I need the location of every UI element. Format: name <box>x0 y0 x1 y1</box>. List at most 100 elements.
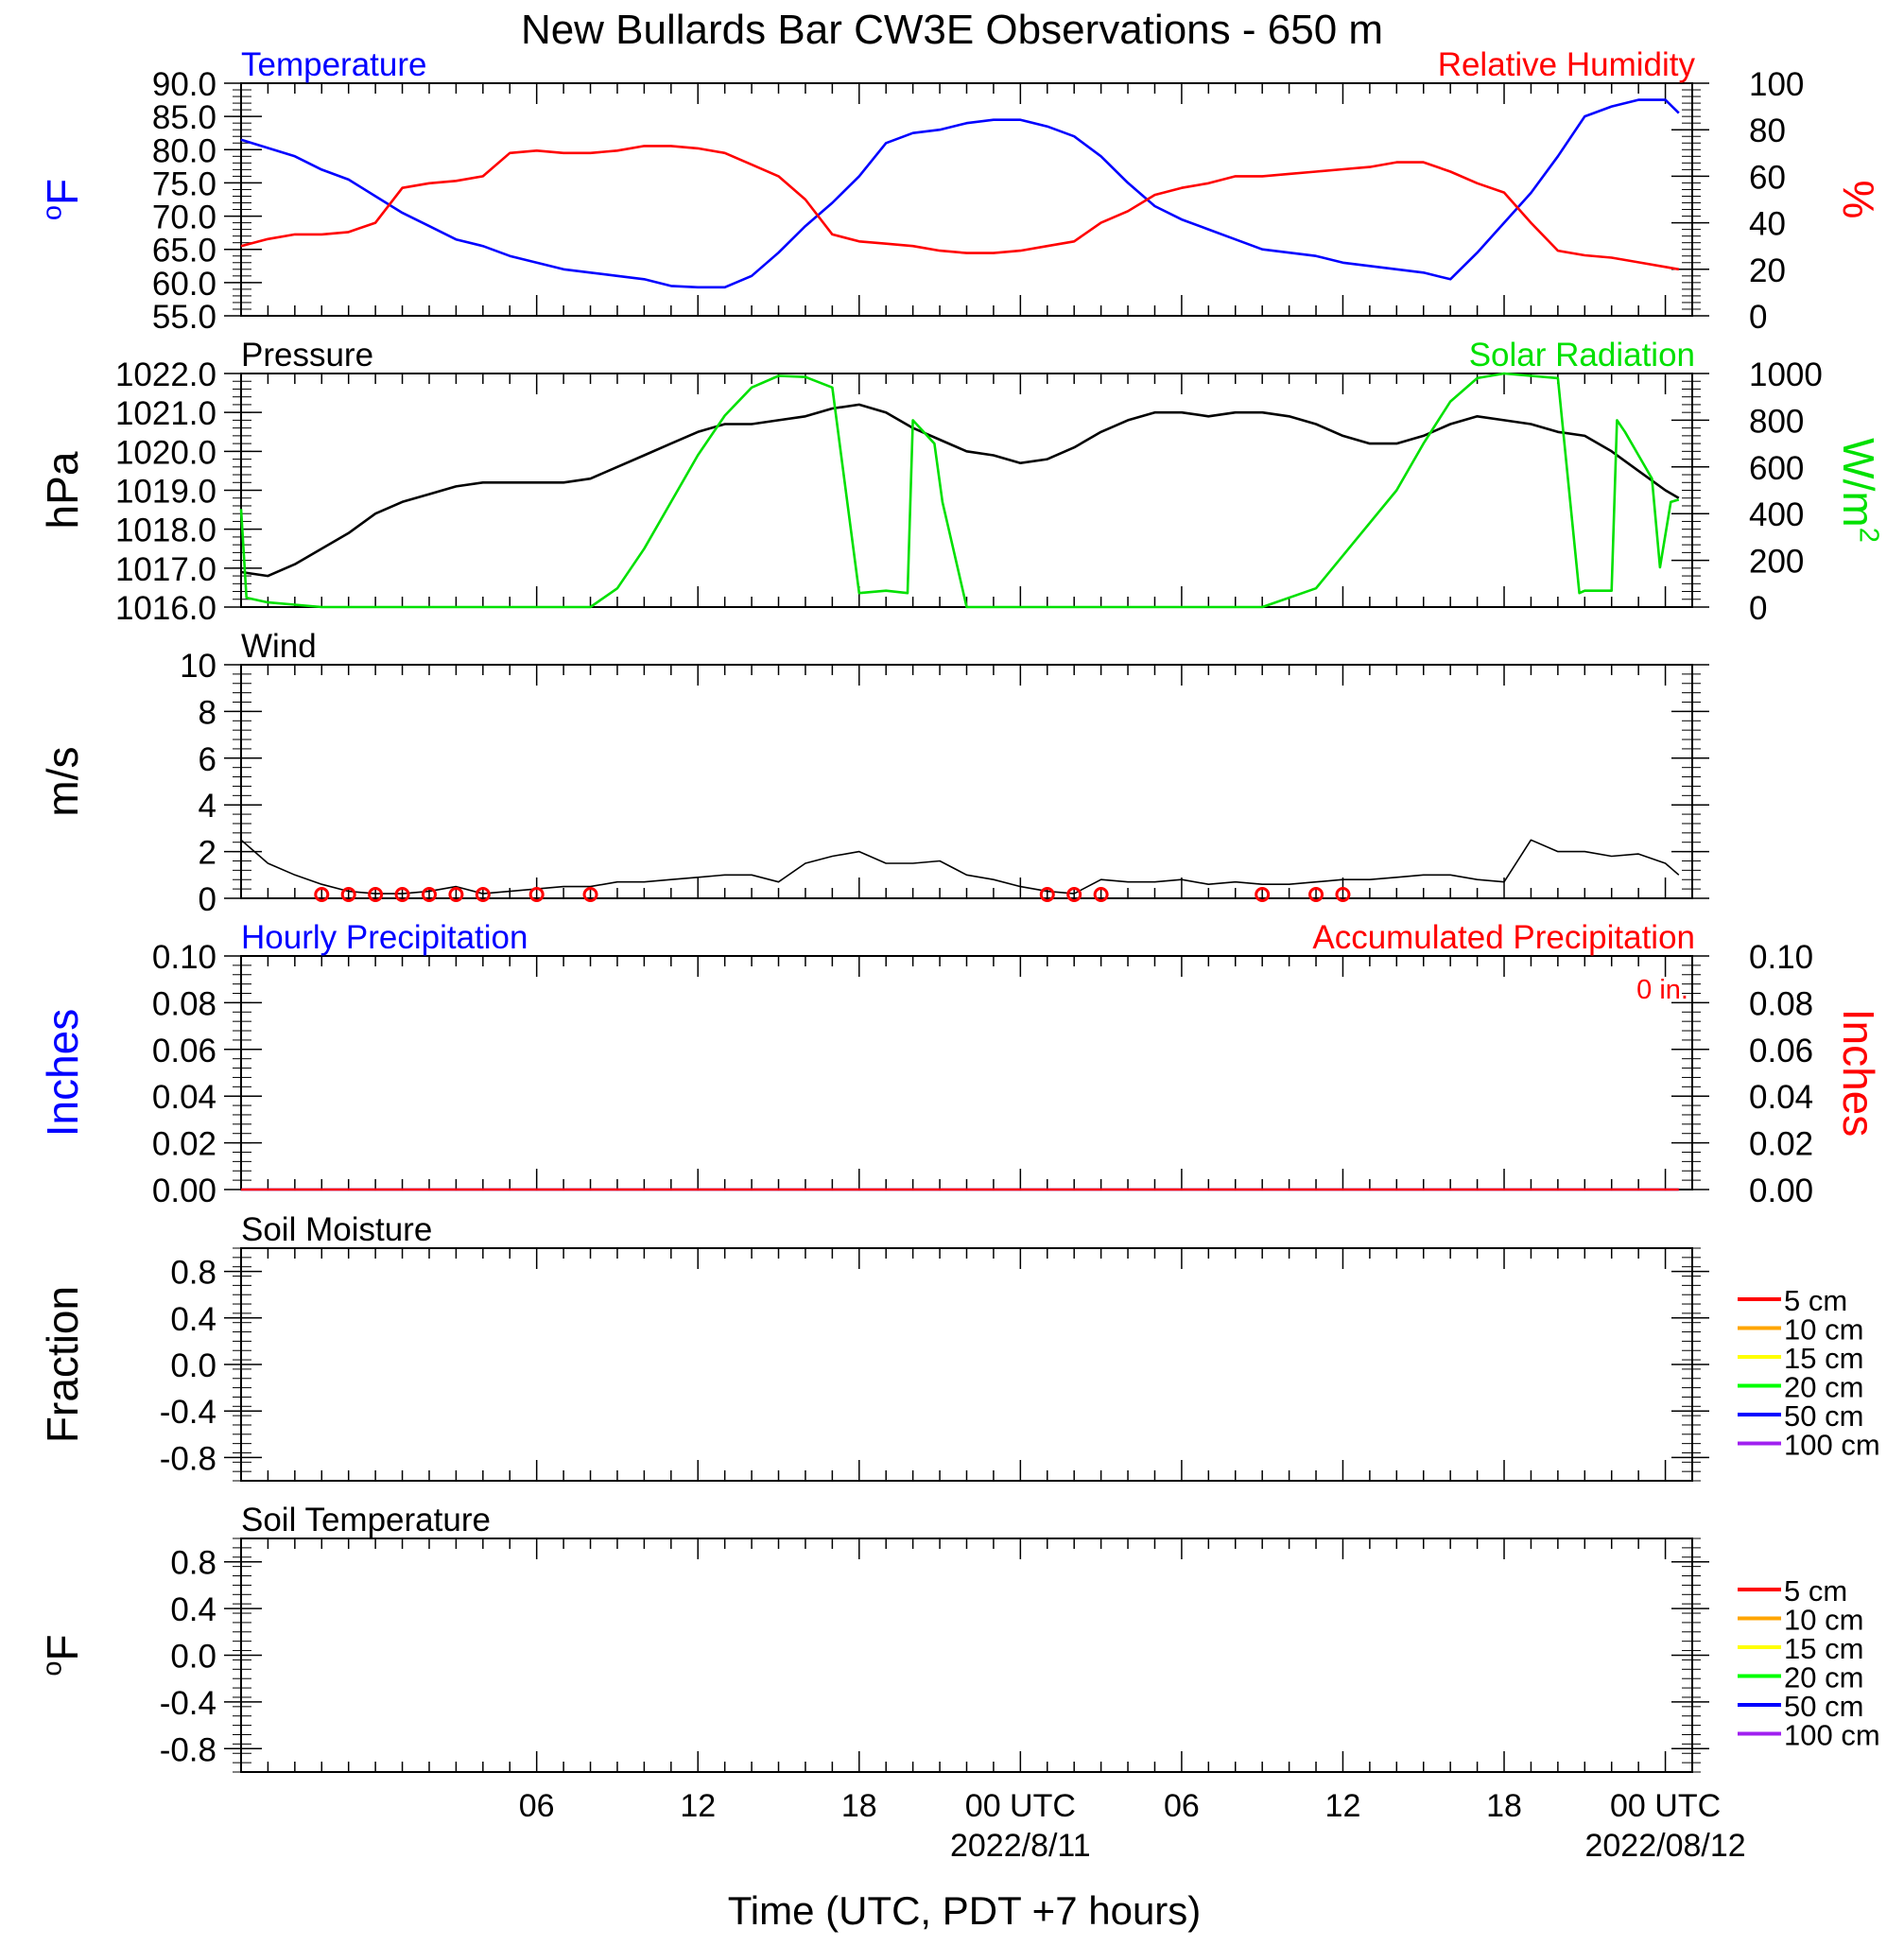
panel-frame <box>240 955 1693 1190</box>
y-tick-label: -0.8 <box>160 1731 216 1768</box>
y-tick-label: 80.0 <box>152 132 216 169</box>
y-tick-label: 0.4 <box>170 1301 216 1338</box>
panel-title-left: Wind <box>241 628 317 665</box>
legend-label: 5 cm <box>1784 1574 1847 1607</box>
panel-frame <box>240 664 1693 899</box>
panel-soil_temperature: 0.8 0.4 0.0 -0.4 -0.8 06 12 18 00 UTC 2022/8/11 06… <box>160 1502 1880 1864</box>
y-right-tick-label: 400 <box>1749 496 1804 533</box>
y-tick-label: -0.8 <box>160 1440 216 1477</box>
y-right-tick-label: 200 <box>1749 544 1804 581</box>
y-tick-label: 1016.0 <box>115 590 216 627</box>
y-right-tick-label: 0 <box>1749 299 1767 336</box>
panel-wind: 10 8 6 4 2 0 Wind <box>180 628 1709 918</box>
chart-title: New Bullards Bar CW3E Observations - 650… <box>521 7 1383 53</box>
x-tick-label: 18 <box>1486 1788 1522 1824</box>
y-tick-label: -0.4 <box>160 1685 216 1722</box>
series-line-pressure <box>240 403 1680 578</box>
calm-wind-marker <box>1039 887 1055 902</box>
panel-title-left: Temperature <box>241 46 426 83</box>
calm-wind-marker <box>421 887 437 902</box>
y-tick-label: 0.10 <box>152 939 216 976</box>
legend-label: 10 cm <box>1784 1313 1863 1347</box>
series-line-relative-humidity <box>240 145 1680 271</box>
y-right-tick-label: 60 <box>1749 159 1786 196</box>
y-axis-label-left: hPa <box>38 451 87 529</box>
legend-label: 5 cm <box>1784 1284 1847 1317</box>
y-tick-label: 70.0 <box>152 200 216 236</box>
y-tick-label: 0.00 <box>152 1173 216 1209</box>
x-tick-label: 12 <box>680 1788 716 1824</box>
y-tick-label: 0.4 <box>170 1591 216 1628</box>
y-tick-label: 65.0 <box>152 233 216 269</box>
x-date-label: 2022/08/12 <box>1584 1828 1745 1864</box>
series-line-solar-radiation <box>239 372 1680 609</box>
y-tick-label: 8 <box>199 694 216 731</box>
y-tick-label: 1020.0 <box>115 434 216 471</box>
y-right-tick-label: 0.08 <box>1749 985 1813 1022</box>
y-right-tick-label: 1000 <box>1749 356 1823 393</box>
y-tick-label: 0.8 <box>170 1545 216 1582</box>
y-tick-label: 75.0 <box>152 165 216 202</box>
x-tick-label: 00 UTC <box>965 1788 1076 1824</box>
y-tick-label: 1019.0 <box>115 474 216 511</box>
y-tick-label: 0.0 <box>170 1347 216 1384</box>
legend-label: 15 cm <box>1784 1632 1863 1665</box>
y-axis-label-right: % <box>1834 181 1883 219</box>
y-axis-label-left: oF <box>38 1634 87 1676</box>
y-right-tick-label: 20 <box>1749 252 1786 289</box>
y-tick-label: 0.06 <box>152 1033 216 1069</box>
panel-frame <box>240 1247 1693 1482</box>
calm-wind-marker <box>475 887 491 902</box>
x-tick-label: 00 UTC <box>1610 1788 1721 1824</box>
panel-precipitation: 0.10 0.08 0.06 0.04 0.02 0.00 0.10 0.08 0.06 0.04… <box>152 919 1813 1209</box>
panel-title-left: Soil Temperature <box>241 1502 491 1538</box>
x-tick-label: 06 <box>1164 1788 1200 1824</box>
panel-title-left: Soil Moisture <box>241 1211 432 1248</box>
legend-label: 10 cm <box>1784 1604 1863 1637</box>
y-tick-label: 1021.0 <box>115 395 216 432</box>
y-tick-label: 1022.0 <box>115 356 216 393</box>
calm-wind-marker <box>1335 887 1351 902</box>
y-axis-label-left: Inches <box>38 1009 87 1138</box>
calm-wind-marker <box>368 887 384 902</box>
legend-label: 50 cm <box>1784 1399 1863 1433</box>
calm-wind-marker <box>1066 887 1082 902</box>
calm-wind-marker <box>1308 887 1324 902</box>
y-tick-label: 90.0 <box>152 66 216 103</box>
calm-wind-marker <box>448 887 464 902</box>
y-right-tick-label: 100 <box>1749 66 1804 103</box>
panel-title-right: Solar Radiation <box>1469 337 1695 374</box>
y-tick-label: 2 <box>199 835 216 872</box>
x-date-label: 2022/8/11 <box>950 1828 1091 1864</box>
legend-label: 100 cm <box>1784 1429 1880 1462</box>
y-right-tick-label: 0.10 <box>1749 939 1813 976</box>
calm-wind-marker <box>1255 887 1271 902</box>
y-right-tick-label: 600 <box>1749 450 1804 487</box>
y-tick-label: 0.02 <box>152 1126 216 1163</box>
y-tick-label: 10 <box>180 648 216 685</box>
y-tick-label: 55.0 <box>152 299 216 336</box>
accum-total-label: 0 in. <box>1636 975 1688 1005</box>
y-tick-label: 0.04 <box>152 1079 216 1116</box>
y-right-tick-label: 0.02 <box>1749 1126 1813 1163</box>
y-tick-label: 0.0 <box>170 1639 216 1676</box>
y-right-tick-label: 0 <box>1749 590 1767 627</box>
legend-label: 20 cm <box>1784 1371 1863 1404</box>
calm-wind-marker <box>340 887 356 902</box>
y-tick-label: 85.0 <box>152 99 216 136</box>
y-tick-label: 0 <box>199 881 216 918</box>
legend-label: 50 cm <box>1784 1690 1863 1723</box>
y-right-tick-label: 0.00 <box>1749 1173 1813 1209</box>
calm-wind-marker <box>528 887 545 902</box>
y-tick-label: 6 <box>199 741 216 778</box>
y-axis-label-right: W/m2 <box>1834 438 1883 543</box>
panel-frame <box>240 82 1693 317</box>
panel-title-right: Accumulated Precipitation <box>1312 919 1695 956</box>
panel-title-left: Hourly Precipitation <box>241 919 528 956</box>
x-axis-label: Time (UTC, PDT +7 hours) <box>728 1888 1202 1933</box>
y-axis-label-left: m/s <box>38 746 87 816</box>
y-right-tick-label: 800 <box>1749 403 1804 440</box>
legend-label: 15 cm <box>1784 1342 1863 1375</box>
